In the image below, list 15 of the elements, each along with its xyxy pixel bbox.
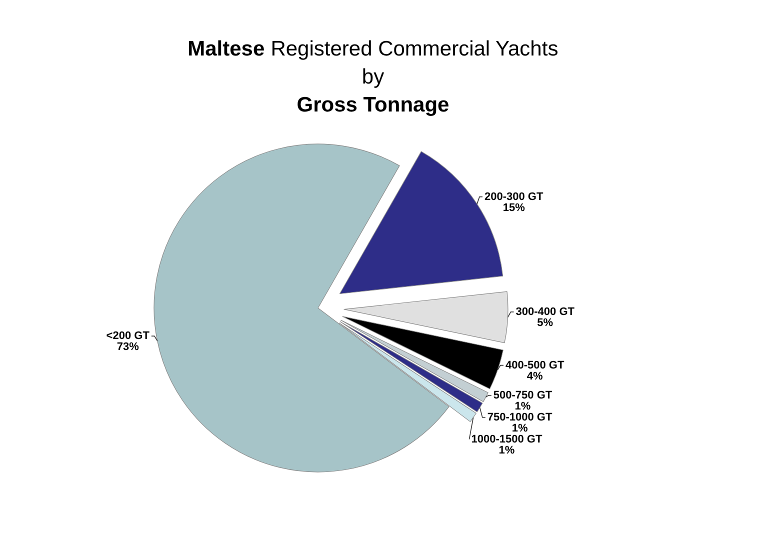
slice-label: 500-750 GT [493,389,552,402]
data-label: 15% [502,202,526,214]
slice-label: 400-500 GT [505,359,564,372]
slice-label: 200-300 GT [484,190,544,203]
chart-title: Maltese Registered Commercial Yachts by Gross Tonnage [188,38,558,116]
data-label: 1% [498,444,515,456]
data-label: 73% [116,341,140,354]
slice-label: 750-1000 GT [487,411,552,424]
slice-label: <200 GT [106,330,150,342]
slice-label: 300-400 GT [516,306,575,318]
data-label: 1% [512,422,528,434]
slice-label: 1000-1500 GT [471,433,542,446]
data-label: 1% [514,400,531,412]
data-label: 4% [526,370,543,382]
data-label: 5% [537,316,554,329]
